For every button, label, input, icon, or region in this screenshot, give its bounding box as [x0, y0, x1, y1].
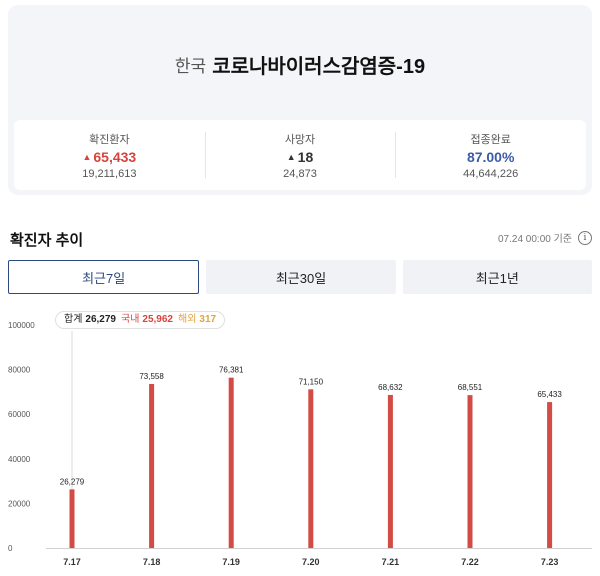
tooltip-overseas-value: 317 [199, 314, 217, 325]
country-label: 한국 [174, 57, 207, 76]
y-tick-label: 40000 [8, 455, 31, 464]
bar-value-label: 73,558 [139, 372, 164, 381]
stat-vaccinated: 접종완료 87.00% 44,644,226 [395, 120, 586, 190]
tab-recent-1-year[interactable]: 최근1년 [402, 260, 592, 294]
up-arrow-icon: ▲ [82, 152, 92, 162]
bar-7.21[interactable] [387, 394, 393, 548]
tooltip-domestic-label: 국내 [121, 314, 140, 325]
info-icon[interactable]: i [578, 230, 592, 245]
x-tick-label: 7.18 [143, 557, 161, 567]
y-tick-label: 100000 [8, 321, 35, 330]
stat-confirmed: 확진환자 ▲ 65,433 19,211,613 [14, 120, 205, 190]
y-tick-label: 60000 [8, 410, 31, 419]
x-tick-label: 7.23 [541, 557, 559, 567]
stat-vaccinated-label: 접종완료 [470, 134, 511, 146]
summary-card: 한국 코로나바이러스감염증-19 확진환자 ▲ 65,433 19,211,613 … [8, 5, 592, 195]
stats-panel: 확진환자 ▲ 65,433 19,211,613 사망자 ▲ 18 24,873 접… [14, 120, 586, 190]
stat-deaths-label: 사망자 [284, 134, 316, 146]
bar-value-label: 65,433 [537, 390, 562, 399]
bar-7.22[interactable] [467, 395, 473, 548]
y-tick-label: 20000 [8, 499, 31, 508]
update-time-text: 07.24 00:00 기준 [497, 234, 572, 245]
bar-7.19[interactable] [228, 377, 234, 548]
page-title: 한국 코로나바이러스감염증-19 [8, 50, 592, 79]
stat-deaths-delta: ▲ 18 [205, 149, 396, 167]
stat-confirmed-delta: ▲ 65,433 [14, 149, 205, 167]
bar-value-label: 71,150 [299, 377, 324, 386]
stat-confirmed-label: 확진환자 [89, 134, 130, 146]
stat-vaccinated-rate: 87.00% [466, 149, 515, 165]
tooltip-total-label: 합계 [64, 314, 83, 325]
period-tabs: 최근7일 최근30일 최근1년 [8, 260, 592, 294]
x-tick-label: 7.17 [63, 557, 81, 567]
x-tick-label: 7.19 [222, 557, 240, 567]
tooltip-domestic-value: 25,962 [142, 314, 173, 325]
bar-value-label: 68,632 [378, 383, 403, 392]
bar-value-label: 68,551 [458, 383, 483, 392]
tab-recent-7-days[interactable]: 최근7일 [8, 260, 200, 294]
stat-vaccinated-total: 44,644,226 [463, 168, 519, 180]
x-tick-label: 7.20 [302, 557, 320, 567]
stat-confirmed-delta-value: 65,433 [93, 149, 137, 165]
x-tick-label: 7.22 [461, 557, 479, 567]
tooltip-overseas-label: 해외 [178, 314, 197, 325]
bar-7.20[interactable] [308, 389, 314, 548]
stat-deaths: 사망자 ▲ 18 24,873 [204, 120, 396, 190]
y-tick-label: 80000 [8, 366, 31, 375]
stat-confirmed-total: 19,211,613 [82, 168, 137, 180]
stat-deaths-delta-value: 18 [297, 149, 314, 165]
disease-title: 코로나바이러스감염증-19 [212, 56, 426, 78]
bar-7.17[interactable] [69, 489, 75, 548]
bar-value-label: 26,279 [60, 477, 85, 486]
section-title: 확진자 추이 [10, 232, 84, 249]
update-time: 07.24 00:00 기준 i [498, 230, 592, 245]
tab-recent-30-days[interactable]: 최근30일 [206, 260, 396, 294]
x-tick-label: 7.21 [382, 557, 400, 567]
y-tick-label: 0 [8, 544, 13, 553]
tooltip-total-value: 26,279 [85, 314, 116, 325]
up-arrow-icon: ▲ [286, 152, 296, 162]
bar-value-label: 76,381 [219, 366, 244, 375]
confirmed-cases-chart: 0 20000 40000 60000 80000 100000 26,279 7.17 73,… [8, 321, 592, 567]
bar-7.18[interactable] [149, 383, 155, 548]
bar-7.23[interactable] [547, 402, 553, 548]
chart-tooltip: 합계 26,279 국내 25,962 해외 317 [55, 311, 226, 329]
stat-deaths-total: 24,873 [283, 168, 317, 180]
